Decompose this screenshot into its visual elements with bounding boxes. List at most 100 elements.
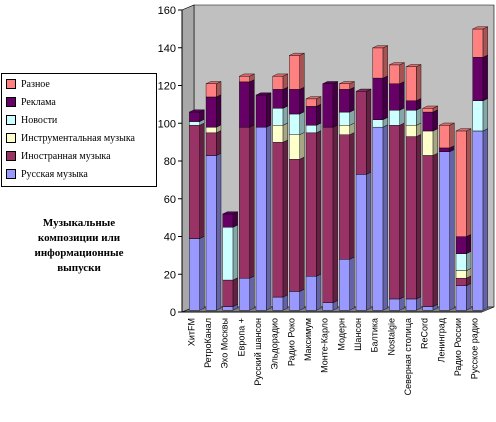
bar-side bbox=[282, 73, 288, 90]
bar-front bbox=[472, 28, 484, 58]
bar-segment bbox=[289, 156, 305, 292]
bar-segment bbox=[239, 73, 255, 83]
bar-segment bbox=[339, 86, 355, 113]
bar-segment bbox=[205, 130, 222, 156]
bar-side bbox=[282, 86, 288, 109]
x-tick-label: Европа + bbox=[236, 318, 246, 356]
x-tick-label: Радио Роко bbox=[286, 318, 296, 366]
x-tick-label: Модерн bbox=[336, 318, 346, 351]
bar-segment bbox=[355, 88, 372, 175]
bar-side bbox=[349, 256, 355, 311]
bar-segment bbox=[405, 107, 422, 126]
bar-side bbox=[299, 156, 305, 292]
bar-front bbox=[205, 126, 217, 134]
bar-side bbox=[432, 109, 438, 132]
y-axis: 0 20 40 60 80 100 120 140 160 bbox=[158, 5, 183, 319]
bar-segment bbox=[222, 224, 238, 281]
bar-segment bbox=[455, 234, 472, 254]
bar-segment bbox=[455, 251, 472, 271]
bar-front bbox=[472, 57, 484, 101]
x-tick-label: Эхо Москвы bbox=[220, 318, 230, 369]
bar-segment bbox=[439, 149, 455, 311]
bar-front bbox=[289, 134, 300, 160]
bar-front bbox=[339, 134, 350, 260]
bar-side bbox=[299, 132, 305, 160]
bar-top bbox=[439, 122, 455, 126]
bar-side bbox=[249, 275, 255, 311]
y-tick-label: 100 bbox=[158, 118, 176, 130]
bar-side bbox=[316, 103, 322, 126]
bar-side bbox=[466, 283, 472, 311]
bar-front bbox=[289, 113, 300, 135]
bar-segment bbox=[205, 81, 222, 98]
bar-segment bbox=[255, 92, 272, 128]
x-tick-label: Балтика bbox=[370, 318, 380, 352]
bar-front bbox=[339, 111, 350, 126]
x-tick-label: Северная столица bbox=[403, 318, 413, 395]
bar-side bbox=[232, 277, 238, 307]
bar-front bbox=[405, 109, 417, 126]
bar-segment bbox=[455, 283, 472, 311]
bar-front bbox=[239, 277, 250, 311]
bar-front bbox=[289, 89, 300, 115]
bar-front bbox=[339, 125, 350, 135]
bar-segment bbox=[239, 124, 255, 279]
bar-front bbox=[289, 55, 300, 90]
bar-segment bbox=[389, 107, 405, 126]
bar-front bbox=[372, 119, 384, 128]
bar-front bbox=[422, 111, 434, 132]
bar-top bbox=[422, 105, 438, 109]
bar-side bbox=[199, 235, 205, 311]
bar-segment bbox=[372, 75, 388, 120]
bar-front bbox=[239, 75, 250, 83]
bar-top bbox=[322, 81, 338, 84]
bar-front bbox=[272, 142, 284, 298]
bar-front bbox=[189, 125, 200, 239]
bar-segment bbox=[322, 81, 338, 128]
x-tick-label: РетроКанал bbox=[203, 318, 213, 368]
y-tick-label: 0 bbox=[170, 307, 176, 319]
bar-front bbox=[289, 291, 300, 311]
bar-side bbox=[232, 224, 238, 281]
bar-segment bbox=[289, 132, 305, 160]
bar-segment bbox=[389, 122, 405, 300]
bar-front bbox=[339, 259, 350, 311]
bar-top bbox=[372, 45, 388, 49]
bar-front bbox=[322, 83, 334, 128]
legend-item-foreign: Иностранная музыка bbox=[6, 148, 111, 164]
bar-front bbox=[272, 125, 284, 143]
bar-front bbox=[305, 125, 317, 134]
bar-front bbox=[239, 126, 250, 279]
bar-side bbox=[282, 139, 288, 298]
bar-front bbox=[272, 89, 284, 109]
legend-swatch-news bbox=[6, 115, 16, 125]
bar-side bbox=[382, 124, 388, 311]
bar-side bbox=[466, 251, 472, 271]
bar-side bbox=[432, 128, 438, 156]
bar-top bbox=[205, 81, 222, 84]
x-tick-label: Монте-Карло bbox=[320, 318, 330, 373]
bar-top bbox=[239, 73, 255, 77]
bar-segment bbox=[239, 79, 255, 128]
bar-front bbox=[405, 298, 417, 311]
bar-side bbox=[399, 122, 405, 300]
bar-front bbox=[439, 125, 450, 149]
bar-front bbox=[389, 64, 400, 84]
bar-side bbox=[216, 81, 222, 98]
y-tick-label: 60 bbox=[164, 194, 176, 206]
bar-segment bbox=[455, 128, 472, 237]
bar-side bbox=[199, 122, 205, 239]
bar-top bbox=[355, 88, 372, 92]
bar-segment bbox=[272, 139, 288, 298]
bar-segment bbox=[422, 105, 438, 113]
bar-side bbox=[349, 132, 355, 260]
bar-segment bbox=[472, 54, 488, 102]
bar-front bbox=[355, 91, 367, 175]
legend-label-instrumental: Инструментальная музыка bbox=[21, 132, 135, 144]
bar-side bbox=[432, 152, 438, 307]
bar-segment bbox=[339, 132, 355, 260]
bar-front bbox=[222, 213, 234, 228]
bar-segment bbox=[372, 124, 388, 311]
bar-side bbox=[216, 152, 222, 311]
bar-front bbox=[222, 226, 234, 281]
